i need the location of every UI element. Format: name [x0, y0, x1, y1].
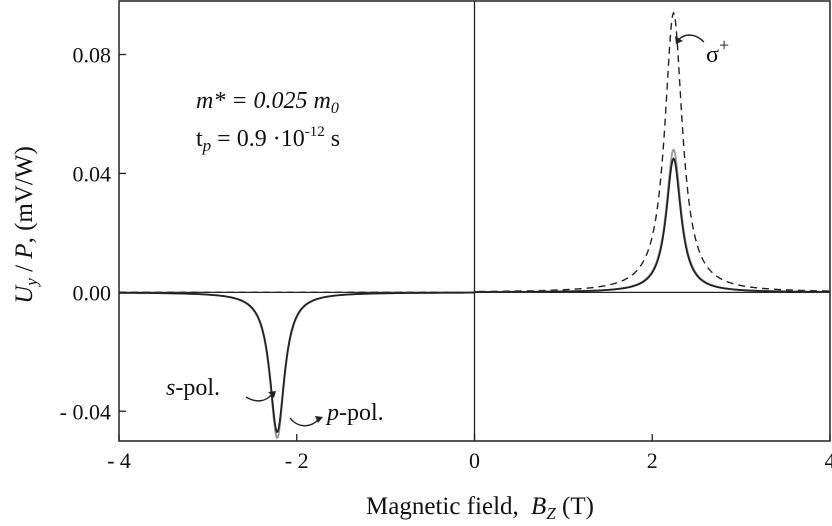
zero-lines: [119, 1, 830, 441]
series-line-0: [119, 11, 831, 294]
x-tick-label: - 2: [285, 448, 309, 473]
y-tick-label: 0.04: [73, 161, 112, 186]
x-tick-label: - 4: [107, 448, 131, 473]
p-pol-label: p-pol.: [325, 400, 384, 426]
axis-ticks: - 4 - 2 0 2 4 - 0.04 0.00 0.04 0.08: [60, 43, 832, 473]
x-tick-label: 2: [647, 448, 658, 473]
x-axis-label: Magnetic field, BZ (T): [366, 493, 594, 523]
sigma-plus-label: σ+: [706, 35, 729, 68]
s-pol-arrowhead: [268, 391, 276, 398]
mass-annotation: m* = 0.025 m0: [196, 88, 339, 117]
y-tick-label: 0.08: [73, 43, 112, 68]
p-pol-arrowhead: [315, 416, 323, 423]
y-tick-label: 0.00: [73, 280, 112, 305]
x-tick-label: 4: [825, 448, 832, 473]
y-tick-label: - 0.04: [60, 399, 111, 424]
s-pol-arrow: [245, 393, 273, 402]
sigma-plus-arrowhead: [675, 36, 683, 44]
y-axis-label: Uy / P, (mV/W): [11, 146, 41, 304]
series-layer: [118, 11, 831, 440]
pulse-duration-annotation: tp = 0.9 ·10-12 s: [196, 124, 340, 155]
series-line-2: [118, 157, 830, 434]
sigma-plus-arrow: [677, 34, 705, 43]
s-pol-label: s-pol.: [166, 375, 220, 401]
x-tick-label: 0: [469, 448, 480, 473]
p-pol-arrow: [289, 417, 319, 427]
